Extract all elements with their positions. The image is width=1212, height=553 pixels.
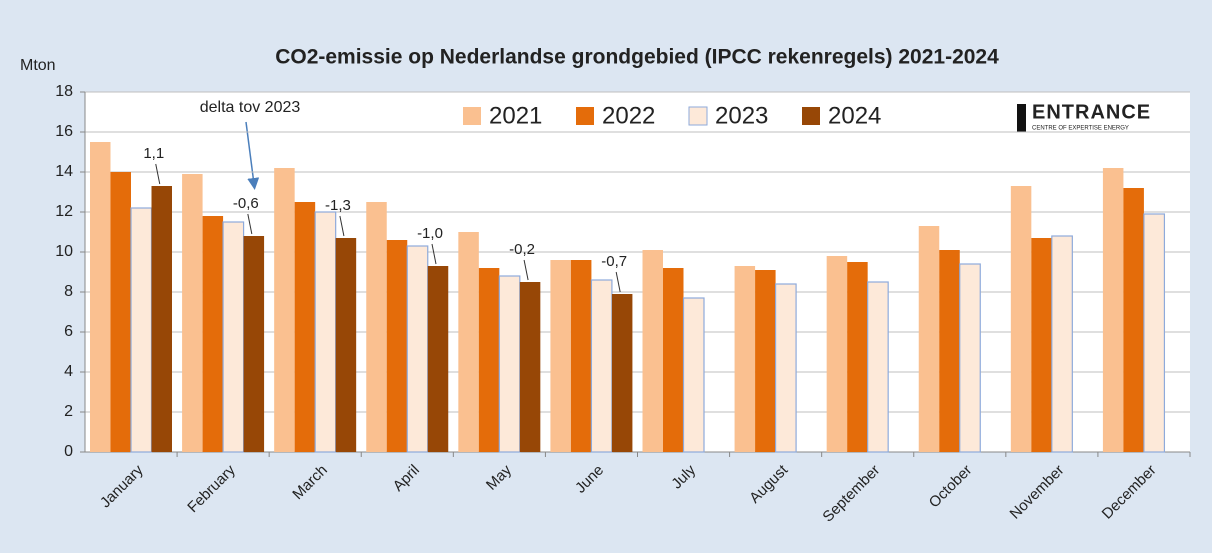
bar (755, 270, 776, 452)
logo-mark (1017, 104, 1026, 132)
bar (1123, 188, 1144, 452)
bar (274, 168, 295, 452)
bar (847, 262, 868, 452)
legend-swatch (463, 107, 481, 125)
bar (826, 256, 848, 452)
bar (498, 275, 521, 453)
bar (550, 260, 571, 452)
y-tick-label: 16 (55, 123, 73, 140)
delta-label: 1,1 (143, 145, 164, 162)
bar (243, 236, 265, 452)
bar (314, 211, 337, 453)
bar (682, 297, 705, 453)
bar (642, 250, 663, 452)
chart-title: CO2-emissie op Nederlandse grondgebied (… (275, 46, 999, 69)
logo-name: ENTRANCE (1032, 101, 1151, 123)
delta-label: -0,7 (601, 253, 627, 270)
y-tick-label: 4 (64, 363, 73, 380)
delta-leader (339, 215, 345, 237)
bar (458, 232, 479, 452)
legend-label: 2021 (489, 102, 542, 129)
bar (335, 238, 357, 452)
logo: ENTRANCE CENTRE OF EXPERTISE ENERGY (1017, 101, 1151, 132)
bar (110, 172, 131, 452)
y-tick-label: 14 (55, 163, 73, 180)
bar (959, 263, 981, 453)
bar (1031, 238, 1052, 452)
bar (867, 281, 889, 453)
delta-label: -1,0 (417, 225, 443, 242)
bar (918, 226, 940, 452)
bar (202, 216, 224, 452)
delta-leader (155, 163, 161, 185)
bar (222, 221, 245, 453)
bar (570, 260, 592, 452)
legend-swatch (802, 107, 820, 125)
plot-area (85, 92, 1190, 452)
bar (427, 266, 449, 452)
y-axis-label: Mton (20, 57, 56, 74)
y-tick-label: 6 (64, 323, 73, 340)
bar (90, 142, 111, 452)
legend-label: 2024 (828, 102, 881, 129)
bar (663, 268, 684, 452)
bar (386, 240, 408, 452)
delta-leader (431, 243, 437, 265)
bar (734, 266, 756, 452)
y-tick-label: 10 (55, 243, 73, 260)
y-tick-label: 2 (64, 403, 73, 420)
bar (939, 250, 960, 452)
bar (151, 186, 172, 452)
delta-label: -1,3 (325, 197, 351, 214)
bar (294, 202, 316, 452)
bar (130, 207, 153, 453)
bar (478, 268, 500, 452)
logo-tagline: CENTRE OF EXPERTISE ENERGY (1032, 126, 1129, 132)
annotation: delta tov 2023 (200, 99, 301, 116)
bar (406, 245, 429, 453)
bar (1051, 235, 1073, 453)
delta-leader (523, 259, 529, 281)
y-tick-label: 0 (64, 443, 73, 460)
delta-leader (615, 271, 621, 293)
y-tick-label: 8 (64, 283, 73, 300)
legend-swatch (576, 107, 594, 125)
legend-label: 2023 (715, 102, 768, 129)
bar (1102, 168, 1124, 452)
bar (774, 283, 797, 453)
y-tick-label: 12 (55, 203, 73, 220)
bar (1143, 213, 1166, 453)
delta-label: -0,6 (233, 195, 259, 212)
bar (1010, 186, 1032, 452)
y-tick-label: 18 (55, 83, 73, 100)
bar (366, 202, 387, 452)
bar (590, 279, 613, 453)
legend-swatch (688, 106, 708, 126)
bar (611, 294, 633, 452)
bar (519, 282, 541, 452)
delta-label: -0,2 (509, 241, 535, 258)
bar (182, 174, 203, 452)
legend-label: 2022 (602, 102, 655, 129)
legend: 2021 2022 2023 2024 (463, 102, 881, 129)
delta-leader (247, 213, 253, 235)
